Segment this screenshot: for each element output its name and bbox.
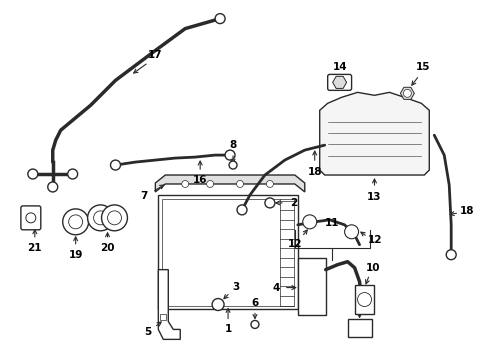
Circle shape [107, 211, 121, 225]
Circle shape [93, 211, 107, 225]
Text: 11: 11 [324, 218, 338, 228]
Text: 3: 3 [232, 282, 239, 292]
Text: 10: 10 [366, 263, 380, 273]
Text: 6: 6 [251, 297, 258, 307]
Circle shape [212, 298, 224, 310]
Polygon shape [319, 92, 428, 175]
Text: 7: 7 [141, 191, 148, 201]
Bar [347, 319, 371, 337]
Circle shape [446, 250, 455, 260]
Text: 14: 14 [332, 62, 346, 72]
Text: 12: 12 [367, 235, 382, 245]
Text: 18: 18 [307, 167, 321, 177]
Circle shape [62, 209, 88, 235]
Circle shape [215, 14, 224, 24]
Text: 12: 12 [287, 239, 302, 249]
Circle shape [67, 169, 78, 179]
Text: 1: 1 [224, 324, 231, 334]
Circle shape [228, 161, 237, 169]
Polygon shape [400, 87, 413, 99]
Polygon shape [158, 270, 180, 339]
Text: 20: 20 [100, 243, 115, 253]
FancyBboxPatch shape [21, 206, 41, 230]
Circle shape [68, 215, 82, 229]
Circle shape [237, 205, 246, 215]
Circle shape [403, 89, 410, 97]
Circle shape [48, 182, 58, 192]
Text: 13: 13 [366, 192, 381, 202]
Text: 16: 16 [193, 175, 207, 185]
Circle shape [302, 215, 316, 229]
Bar [158, 195, 297, 310]
Circle shape [224, 150, 235, 160]
Circle shape [87, 205, 113, 231]
Polygon shape [332, 76, 346, 89]
Text: 15: 15 [415, 62, 429, 72]
Circle shape [344, 225, 358, 239]
Circle shape [264, 198, 274, 208]
Text: 21: 21 [27, 243, 42, 253]
Bar [160, 315, 166, 320]
Polygon shape [155, 175, 304, 192]
Text: 9: 9 [355, 297, 363, 306]
Text: 19: 19 [68, 250, 82, 260]
Circle shape [102, 205, 127, 231]
Text: 5: 5 [143, 327, 151, 337]
Text: 4: 4 [272, 283, 279, 293]
Text: 2: 2 [289, 198, 297, 208]
Circle shape [110, 160, 120, 170]
Circle shape [206, 180, 213, 188]
Circle shape [236, 180, 243, 188]
Text: 18: 18 [459, 206, 473, 216]
Text: 8: 8 [229, 140, 236, 150]
Bar [162, 199, 293, 306]
Bar [297, 258, 325, 315]
FancyBboxPatch shape [327, 75, 351, 90]
Circle shape [250, 320, 259, 328]
Circle shape [357, 293, 371, 306]
Circle shape [26, 213, 36, 223]
Circle shape [182, 180, 188, 188]
Bar [354, 285, 374, 315]
Text: 17: 17 [148, 50, 163, 60]
Circle shape [28, 169, 38, 179]
Circle shape [266, 180, 273, 188]
